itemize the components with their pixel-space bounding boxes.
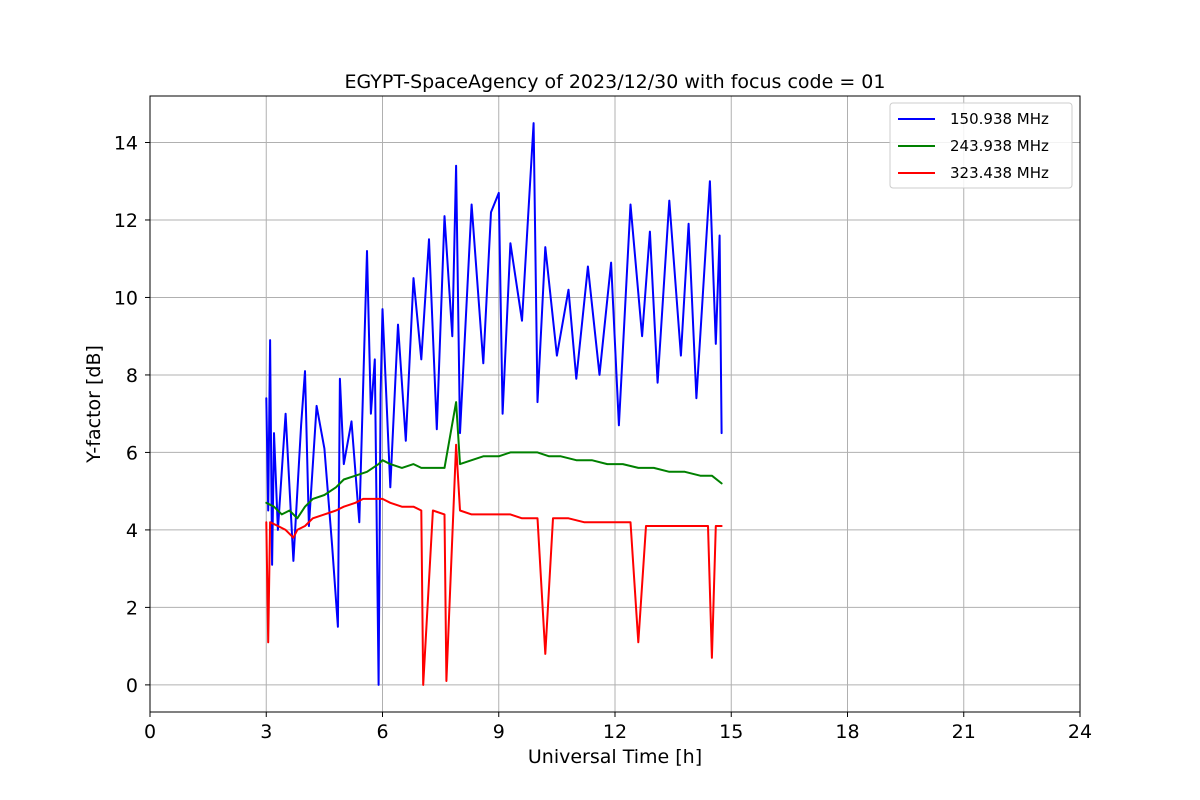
x-tick-label: 3 (260, 721, 272, 743)
x-tick-label: 24 (1068, 721, 1092, 743)
x-tick-label: 9 (493, 721, 505, 743)
y-tick-label: 12 (114, 210, 138, 232)
y-axis-ticks: 0 2 4 6 8 10 12 14 (114, 132, 150, 697)
x-tick-label: 0 (144, 721, 156, 743)
y-tick-label: 10 (114, 287, 138, 309)
x-tick-label: 21 (952, 721, 976, 743)
x-tick-label: 15 (719, 721, 743, 743)
y-tick-label: 0 (126, 675, 138, 697)
legend-label-1: 243.938 MHz (950, 137, 1049, 155)
series-line-2 (265, 443, 723, 686)
series-layer (265, 122, 723, 686)
x-axis-label: Universal Time [h] (528, 746, 702, 768)
y-tick-label: 8 (126, 365, 138, 387)
series-line-1 (265, 401, 723, 520)
y-tick-label: 4 (126, 520, 138, 542)
x-tick-label: 6 (376, 721, 388, 743)
y-axis-label: Y-factor [dB] (83, 345, 105, 464)
y-tick-label: 2 (126, 597, 138, 619)
x-axis-ticks: 0 3 6 9 12 15 18 21 24 (144, 712, 1092, 743)
y-tick-label: 14 (114, 132, 138, 154)
legend-label-2: 323.438 MHz (950, 164, 1049, 182)
x-tick-label: 18 (835, 721, 859, 743)
y-tick-label: 6 (126, 442, 138, 464)
series-line-0 (265, 122, 723, 686)
legend: 150.938 MHz 243.938 MHz 323.438 MHz (889, 102, 1073, 189)
legend-label-0: 150.938 MHz (950, 110, 1049, 128)
x-tick-label: 12 (603, 721, 627, 743)
legend-box (889, 102, 1073, 189)
chart-title: EGYPT-SpaceAgency of 2023/12/30 with foc… (345, 71, 886, 93)
